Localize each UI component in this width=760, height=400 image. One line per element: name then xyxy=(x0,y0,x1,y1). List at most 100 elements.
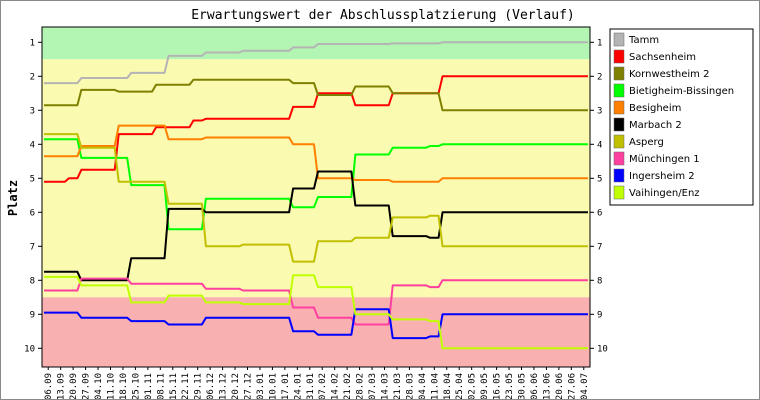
series-line-0 xyxy=(44,41,588,85)
legend-label-4: Besigheim xyxy=(629,103,681,114)
legend-swatch-4 xyxy=(613,100,625,115)
legend-swatch-3 xyxy=(613,83,625,98)
x-tick-label: 20.12 xyxy=(231,373,241,399)
x-tick-label: 11.10 xyxy=(107,373,117,399)
legend-swatch-9 xyxy=(613,185,625,200)
x-tick-label: 30.05 xyxy=(518,373,528,399)
legend-swatch-2 xyxy=(613,66,625,81)
legend-swatch-1 xyxy=(613,49,625,64)
y-tick-label-right: 6 xyxy=(597,208,602,218)
x-tick-label: 06.06 xyxy=(530,373,540,399)
x-tick-label: 13.09 xyxy=(57,373,67,399)
legend-label-5: Marbach 2 xyxy=(629,120,682,131)
x-tick-label: 13.06 xyxy=(542,373,552,399)
x-tick-label: 14.02 xyxy=(331,373,341,399)
x-tick-label: 10.01 xyxy=(268,373,278,399)
series-line-4 xyxy=(44,124,588,183)
x-tick-label: 31.01 xyxy=(306,373,316,399)
y-tick-label-left: 5 xyxy=(30,174,35,184)
x-tick-label: 07.03 xyxy=(368,373,378,399)
series-line-7 xyxy=(44,277,588,326)
y-tick-label-right: 7 xyxy=(597,242,602,252)
x-tick-label: 06.12 xyxy=(206,373,216,399)
legend-label-3: Bietigheim-Bissingen xyxy=(629,86,734,97)
y-tick-label-right: 4 xyxy=(597,140,602,150)
series-line-8 xyxy=(44,308,588,340)
x-tick-label: 08.11 xyxy=(156,373,166,399)
series-line-1 xyxy=(44,75,588,183)
series-line-6 xyxy=(44,133,588,263)
legend-swatch-8 xyxy=(613,168,625,183)
y-tick-label-left: 8 xyxy=(30,276,35,286)
series-line-3 xyxy=(44,138,588,231)
y-axis-label: Platz xyxy=(6,180,20,216)
x-tick-label: 13.12 xyxy=(219,373,229,399)
x-tick-label: 17.01 xyxy=(281,373,291,399)
y-tick-label-right: 10 xyxy=(597,344,608,354)
x-tick-label: 27.09 xyxy=(82,373,92,399)
y-tick-label-right: 1 xyxy=(597,38,602,48)
x-tick-label: 27.06 xyxy=(567,373,577,399)
x-tick-label: 20.09 xyxy=(69,373,79,399)
y-tick-label-left: 7 xyxy=(30,242,35,252)
x-tick-label: 22.11 xyxy=(181,373,191,399)
series-line-2 xyxy=(44,78,588,112)
y-tick-label-right: 3 xyxy=(597,106,602,116)
y-tick-label-right: 9 xyxy=(597,310,602,320)
series-lines xyxy=(44,41,588,350)
y-axis-right-ticks: 1 2 3 4 5 6 7 8 9 10 xyxy=(590,38,608,354)
y-tick-label-left: 3 xyxy=(30,106,35,116)
y-tick-label-right: 8 xyxy=(597,276,602,286)
x-tick-label: 28.03 xyxy=(405,373,415,399)
x-tick-label: 20.06 xyxy=(555,373,565,399)
legend-swatch-5 xyxy=(613,117,625,132)
legend-label-0: Tamm xyxy=(628,35,659,46)
x-tick-label: 01.11 xyxy=(144,373,154,399)
x-tick-label: 15.11 xyxy=(169,373,179,399)
x-axis-ticks: 06.09 13.09 20.09 27.09 04.10 11.10 18.10 25.10… xyxy=(44,367,590,399)
y-tick-label-right: 2 xyxy=(597,72,602,82)
legend-swatch-0 xyxy=(613,32,625,47)
x-tick-label: 28.02 xyxy=(356,373,366,399)
x-tick-label: 04.04 xyxy=(418,373,428,399)
y-tick-label-left: 9 xyxy=(30,310,35,320)
legend-label-2: Kornwestheim 2 xyxy=(629,69,709,80)
x-tick-label: 18.04 xyxy=(443,373,453,399)
y-tick-label-left: 10 xyxy=(24,344,35,354)
legend: Tamm Sachsenheim Kornwestheim 2 Bietigheim-… xyxy=(609,28,754,206)
y-tick-label-left: 2 xyxy=(30,72,35,82)
legend-label-9: Vaihingen/Enz xyxy=(629,188,700,199)
x-tick-label: 18.10 xyxy=(119,373,129,399)
x-tick-label: 21.02 xyxy=(343,373,353,399)
x-tick-label: 25.04 xyxy=(455,373,465,399)
series-line-5 xyxy=(44,170,588,282)
x-tick-label: 16.05 xyxy=(493,373,503,399)
y-axis-left-ticks: 1 2 3 4 5 6 7 8 9 10 xyxy=(24,38,42,354)
x-tick-label: 21.03 xyxy=(393,373,403,399)
x-tick-label: 03.01 xyxy=(256,373,266,399)
x-tick-label: 24.01 xyxy=(293,373,303,399)
x-tick-label: 09.05 xyxy=(480,373,490,399)
x-tick-label: 07.02 xyxy=(318,373,328,399)
x-tick-label: 02.05 xyxy=(468,373,478,399)
y-tick-label-right: 5 xyxy=(597,174,602,184)
x-tick-label: 27.12 xyxy=(244,373,254,399)
x-tick-label: 04.07 xyxy=(580,373,590,399)
x-tick-label: 23.05 xyxy=(505,373,515,399)
legend-label-7: Münchingen 1 xyxy=(629,154,700,165)
legend-label-6: Asperg xyxy=(629,137,664,148)
legend-label-8: Ingersheim 2 xyxy=(629,171,695,182)
legend-swatch-6 xyxy=(613,134,625,149)
legend-box xyxy=(609,28,754,206)
x-tick-label: 14.03 xyxy=(381,373,391,399)
chart-title: Erwartungswert der Abschlussplatzierung … xyxy=(191,8,575,23)
x-tick-label: 29.11 xyxy=(194,373,204,399)
x-tick-label: 11.04 xyxy=(430,373,440,399)
y-tick-label-left: 4 xyxy=(30,140,35,150)
legend-swatch-7 xyxy=(613,151,625,166)
x-tick-label: 25.10 xyxy=(131,373,141,399)
legend-label-1: Sachsenheim xyxy=(629,52,696,63)
y-tick-label-left: 6 xyxy=(30,208,35,218)
